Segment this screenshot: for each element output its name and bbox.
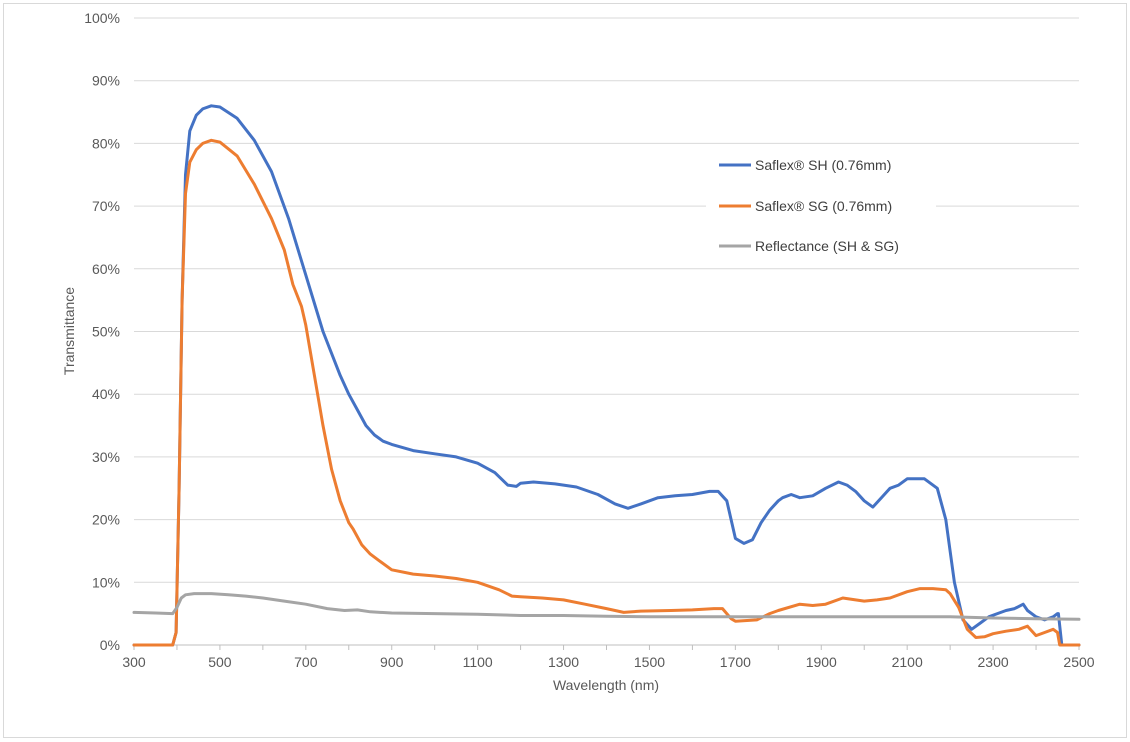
y-tick-label-50: 50% [92, 324, 120, 340]
x-tick-label-500: 500 [208, 654, 232, 670]
legend-label-sh: Saflex® SH (0.76mm) [755, 157, 891, 173]
y-tick-label-10: 10% [92, 574, 120, 590]
y-tick-label-20: 20% [92, 512, 120, 528]
series-lines [132, 104, 1081, 647]
y-tick-label-70: 70% [92, 198, 120, 214]
y-tick-label-40: 40% [92, 386, 120, 402]
x-tick-label-1300: 1300 [548, 654, 579, 670]
legend-label-reflectance: Reflectance (SH & SG) [755, 238, 899, 254]
y-tick-label-30: 30% [92, 449, 120, 465]
y-tick-label-60: 60% [92, 261, 120, 277]
series-line-saflex-sh [132, 104, 1081, 647]
x-tick-label-1100: 1100 [463, 654, 493, 670]
y-tick-label-80: 80% [92, 135, 120, 151]
x-tick-label-700: 700 [294, 654, 318, 670]
x-tick-label-300: 300 [122, 654, 146, 670]
y-tick-label-100: 100% [84, 10, 120, 26]
series-line-saflex-sg [132, 138, 1081, 647]
x-tick-label-1900: 1900 [806, 654, 837, 670]
x-tick-label-2300: 2300 [978, 654, 1009, 670]
x-tick-labels: 300 500 700 900 1100 1300 1500 1700 1900 2100 2300… [122, 654, 1094, 670]
x-axis-title: Wavelength (nm) [553, 677, 659, 693]
legend: Saflex® SH (0.76mm) Saflex® SG (0.76mm) … [706, 150, 936, 264]
y-axis-title: Transmittance [61, 287, 77, 375]
x-tick-label-2100: 2100 [892, 654, 923, 670]
x-tick-label-900: 900 [380, 654, 404, 670]
y-tick-label-0: 0% [100, 637, 120, 653]
legend-label-sg: Saflex® SG (0.76mm) [755, 198, 892, 214]
y-tick-label-90: 90% [92, 73, 120, 89]
series-line-reflectance [132, 592, 1081, 621]
x-tick-marks [133, 645, 1080, 650]
x-tick-label-2500: 2500 [1063, 654, 1094, 670]
x-tick-label-1700: 1700 [720, 654, 751, 670]
x-tick-label-1500: 1500 [634, 654, 665, 670]
y-tick-labels: 0% 10% 20% 30% 40% 50% 60% 70% 80% 90% 100% [84, 10, 120, 653]
